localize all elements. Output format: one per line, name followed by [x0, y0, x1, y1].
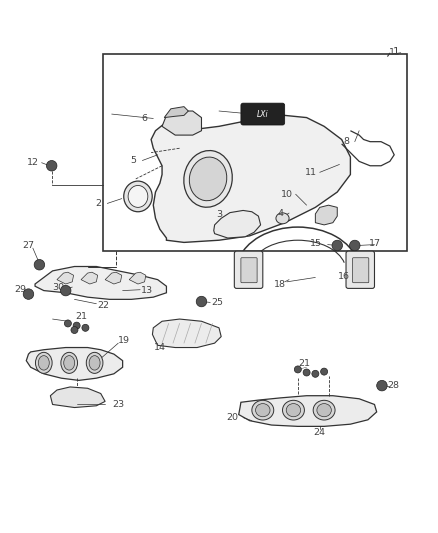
- Ellipse shape: [184, 150, 232, 207]
- FancyBboxPatch shape: [234, 251, 263, 288]
- Text: 21: 21: [298, 359, 311, 368]
- Circle shape: [64, 320, 71, 327]
- Polygon shape: [214, 211, 261, 238]
- Text: 13: 13: [141, 286, 153, 295]
- Text: 8: 8: [343, 137, 349, 146]
- Polygon shape: [35, 266, 166, 300]
- Circle shape: [82, 324, 89, 332]
- Circle shape: [60, 285, 71, 296]
- Text: 11: 11: [305, 168, 317, 177]
- Ellipse shape: [89, 356, 100, 370]
- Text: 23: 23: [112, 400, 124, 409]
- Text: 30: 30: [53, 283, 65, 292]
- Polygon shape: [57, 272, 74, 284]
- Text: 4: 4: [277, 208, 283, 217]
- Polygon shape: [315, 205, 337, 225]
- Polygon shape: [164, 107, 188, 118]
- Text: 6: 6: [141, 114, 148, 123]
- Polygon shape: [81, 272, 98, 284]
- Ellipse shape: [256, 403, 270, 417]
- Ellipse shape: [35, 352, 52, 374]
- Polygon shape: [26, 348, 123, 381]
- Polygon shape: [239, 395, 377, 426]
- Circle shape: [294, 366, 301, 373]
- Ellipse shape: [124, 181, 152, 212]
- Ellipse shape: [313, 400, 335, 420]
- Text: 18: 18: [274, 279, 286, 288]
- Circle shape: [23, 289, 34, 300]
- Text: 12: 12: [27, 158, 39, 167]
- Ellipse shape: [128, 185, 148, 207]
- Ellipse shape: [61, 352, 78, 374]
- Text: 20: 20: [227, 413, 239, 422]
- Text: 7: 7: [240, 110, 246, 118]
- Text: 3: 3: [216, 211, 222, 219]
- Circle shape: [46, 160, 57, 171]
- FancyBboxPatch shape: [103, 54, 407, 251]
- Text: 15: 15: [310, 239, 322, 248]
- Text: 5: 5: [131, 156, 137, 165]
- FancyBboxPatch shape: [353, 258, 369, 282]
- Text: 17: 17: [368, 239, 381, 248]
- Text: 14: 14: [154, 343, 166, 352]
- Circle shape: [34, 260, 45, 270]
- Ellipse shape: [276, 213, 289, 224]
- Text: 29: 29: [14, 285, 27, 294]
- Text: 10: 10: [281, 190, 293, 199]
- Text: 28: 28: [387, 381, 399, 390]
- Text: 1: 1: [389, 49, 395, 57]
- Ellipse shape: [86, 352, 103, 374]
- Text: 25: 25: [211, 298, 223, 307]
- Polygon shape: [162, 111, 201, 135]
- Text: 16: 16: [338, 272, 350, 281]
- Polygon shape: [129, 272, 146, 284]
- Circle shape: [73, 322, 80, 329]
- Ellipse shape: [64, 356, 74, 370]
- Circle shape: [321, 368, 328, 375]
- FancyBboxPatch shape: [241, 103, 285, 125]
- Circle shape: [196, 296, 207, 307]
- Polygon shape: [152, 319, 221, 348]
- Text: 22: 22: [97, 302, 109, 310]
- Ellipse shape: [283, 400, 304, 420]
- Circle shape: [71, 327, 78, 334]
- Text: 21: 21: [75, 312, 87, 321]
- Ellipse shape: [252, 400, 274, 420]
- Polygon shape: [105, 272, 122, 284]
- Polygon shape: [50, 387, 105, 408]
- Text: 1: 1: [393, 47, 400, 57]
- Ellipse shape: [189, 157, 227, 201]
- Polygon shape: [151, 115, 350, 243]
- FancyBboxPatch shape: [241, 258, 257, 282]
- Text: 27: 27: [22, 241, 35, 251]
- Circle shape: [332, 240, 343, 251]
- Ellipse shape: [317, 403, 331, 417]
- Text: 2: 2: [95, 199, 102, 208]
- Circle shape: [312, 370, 319, 377]
- Circle shape: [350, 240, 360, 251]
- FancyBboxPatch shape: [346, 251, 374, 288]
- Ellipse shape: [286, 403, 300, 417]
- Text: LXi: LXi: [257, 110, 268, 118]
- Text: 24: 24: [314, 427, 326, 437]
- Circle shape: [303, 369, 310, 376]
- Ellipse shape: [39, 356, 49, 370]
- Circle shape: [377, 381, 387, 391]
- Text: 19: 19: [117, 336, 130, 345]
